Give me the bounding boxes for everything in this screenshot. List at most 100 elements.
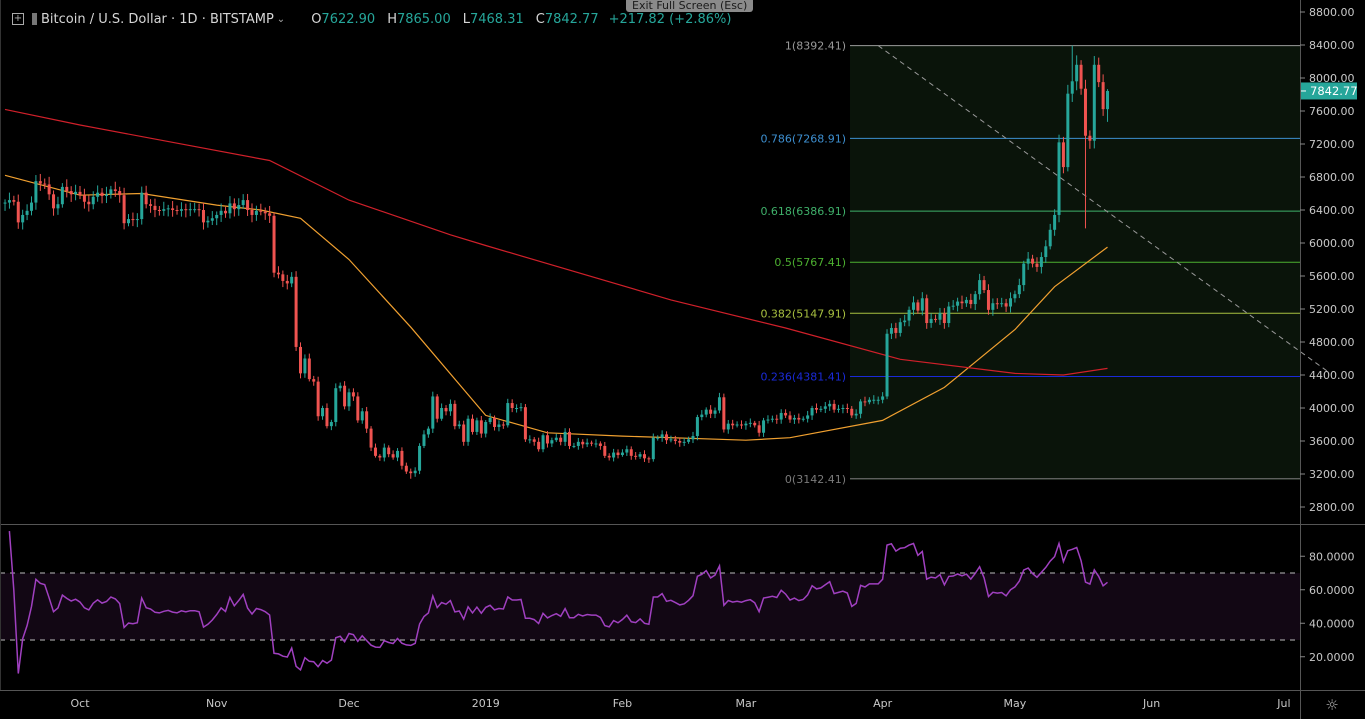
candle [1048,223,1052,250]
candle [850,406,854,418]
candle [1070,45,1074,102]
candle-body [903,320,907,323]
time-tick-label: Jun [1142,697,1160,710]
rsi-tick-label: 20.0000 [1309,651,1355,664]
candle [691,431,695,444]
candle [276,266,280,279]
candle [731,419,735,430]
candle [1057,134,1061,223]
candle-body [1097,64,1101,83]
candle [960,295,964,310]
candle-body [34,181,38,203]
candle-body [960,301,964,304]
time-axis[interactable]: Oct Nov Dec 2019 Feb Mar Apr May Jun Jul [70,697,1290,710]
candle [334,383,338,427]
series-color-icon [32,13,37,25]
fibonacci-retracement[interactable]: 1(8392.41) 0.786(7268.91) 0.618(6386.91) 0.… [760,40,1329,486]
candle [466,415,470,446]
candle [717,392,721,414]
candle [316,376,320,421]
chart-legend: + Bitcoin / U.S. Dollar · 1D · BITSTAMP … [0,9,731,29]
candle-body [603,445,607,456]
candle-body [673,439,677,441]
candle [1066,84,1070,172]
candle [806,410,810,423]
candle-body [281,274,285,281]
candle-body [837,408,841,410]
candle [973,290,977,311]
candle [52,190,56,216]
candle [122,187,126,230]
candle-body [740,424,743,426]
candle [241,194,245,209]
candle-body [118,191,122,196]
candle [634,452,638,460]
candle [801,416,805,422]
candle-body [629,449,633,456]
candle-body [934,318,938,320]
candle-body [241,200,245,206]
candle [47,176,51,200]
candle-body [792,417,796,420]
candle-body [378,455,382,458]
fib-trendline[interactable] [877,45,1329,373]
candle-body [1057,142,1061,215]
candle-body [660,434,664,438]
candle [828,400,832,411]
candle-body [572,445,576,447]
candle [312,375,316,386]
plus-square-icon[interactable]: + [12,13,24,25]
chevron-down-icon[interactable]: ⌄ [276,13,286,25]
candle [585,438,589,448]
candle [1013,290,1017,303]
candle [488,413,492,425]
candle-body [537,441,541,450]
candle [814,403,818,414]
candle [1061,136,1065,174]
candle [920,292,924,316]
candle-body [541,435,545,450]
candle [572,442,576,449]
symbol-title[interactable]: Bitcoin / U.S. Dollar · 1D · BITSTAMP [41,11,274,27]
candle-body [396,450,400,458]
candle [219,203,223,222]
candle-body [581,441,585,445]
candle-body [1088,135,1092,141]
price-tick-label: 4000.00 [1309,402,1355,415]
candle-body [1026,258,1030,264]
time-tick-label: Dec [338,697,359,710]
candle [735,421,739,428]
candle-body [131,219,135,221]
candle [131,212,135,227]
candle-body [184,209,188,211]
candle-body [215,214,219,219]
candle-body [351,392,355,397]
price-axis[interactable]: 8800.00 8400.00 8000.00 7600.00 7200.00 6800.… [1300,6,1355,514]
rsi-axis[interactable]: 80.0000 60.0000 40.0000 20.0000 [1300,550,1355,664]
candle [263,207,267,220]
candle [1044,240,1048,263]
candle [872,395,876,404]
candle [144,185,148,209]
candle-body [973,294,977,305]
candle-body [995,303,999,305]
candle-body [828,403,832,407]
candle-body [665,434,669,441]
candle [925,294,929,329]
candle [1079,60,1083,95]
candle [60,183,64,208]
candle [197,203,201,217]
candle [347,388,351,411]
candle [303,354,307,378]
price-tick-label: 6800.00 [1309,171,1355,184]
candle [545,431,549,448]
candle-body [801,418,805,420]
candle-body [360,411,364,421]
candle-body [413,470,417,474]
candle-body [554,437,558,441]
candle [118,186,122,203]
candle-body [25,210,29,215]
candle-body [74,191,78,195]
gear-icon[interactable]: ☼ [1325,696,1339,714]
